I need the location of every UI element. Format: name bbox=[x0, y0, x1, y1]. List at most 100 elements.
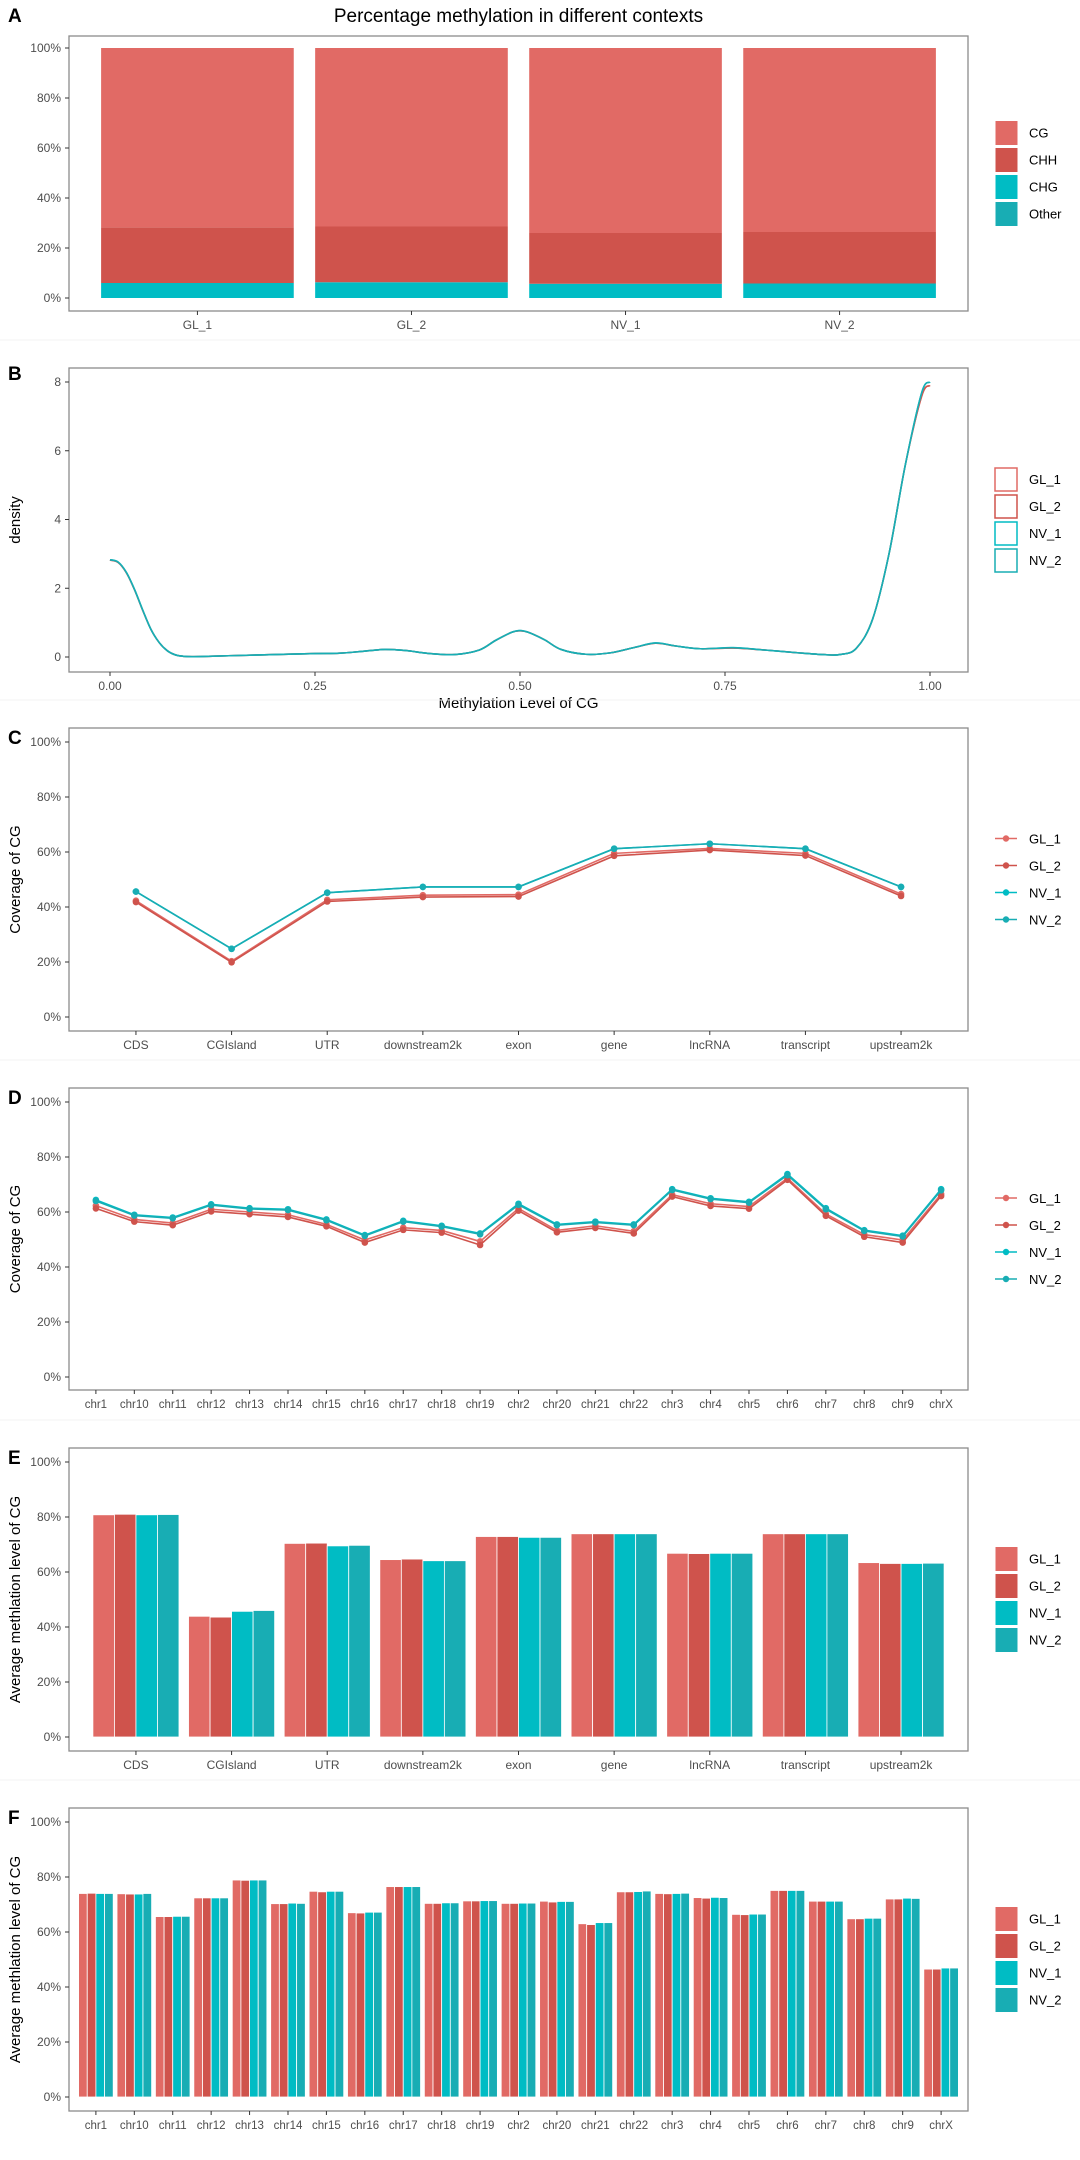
data-point bbox=[860, 1227, 868, 1235]
data-point bbox=[284, 1206, 292, 1214]
panel-label: D bbox=[8, 1088, 22, 1109]
bar-nv-2 bbox=[730, 1552, 754, 1738]
x-tick-label: downstream2k bbox=[384, 1758, 463, 1772]
bar-nv-2 bbox=[757, 1913, 767, 2098]
legend-key-gl-2 bbox=[994, 1933, 1019, 1959]
bar-nv-2 bbox=[180, 1915, 191, 2098]
data-point bbox=[592, 1219, 599, 1226]
data-point bbox=[553, 1221, 561, 1229]
x-tick-label: chr20 bbox=[543, 1399, 572, 1411]
x-tick-label: chr15 bbox=[312, 1399, 341, 1411]
bar-nv-2 bbox=[252, 1610, 276, 1738]
legend-key-point bbox=[1002, 889, 1010, 896]
data-point bbox=[515, 1207, 522, 1214]
y-axis-title: Average methlation level of CG bbox=[7, 1856, 24, 2063]
legend-label: GL_1 bbox=[1029, 1191, 1061, 1206]
y-tick-label: 20% bbox=[37, 2035, 61, 2049]
bar-gl-1 bbox=[761, 1533, 785, 1738]
x-tick-label: chr22 bbox=[619, 2120, 648, 2132]
bar-nv-1 bbox=[863, 1917, 874, 2098]
data-point bbox=[207, 1208, 215, 1215]
bar-gl-2 bbox=[879, 1563, 902, 1738]
x-tick-label: gene bbox=[601, 1758, 628, 1772]
bar-nv-1 bbox=[133, 1893, 144, 2098]
bar-segment-cg bbox=[529, 48, 722, 233]
data-point bbox=[899, 1233, 906, 1240]
legend-key-point bbox=[1002, 1194, 1010, 1202]
data-point bbox=[132, 888, 140, 895]
x-tick-label: chr8 bbox=[853, 1399, 875, 1411]
bar-gl-2 bbox=[509, 1903, 519, 2098]
bar-nv-1 bbox=[95, 1893, 105, 2098]
bar-nv-1 bbox=[210, 1897, 221, 2098]
x-tick-label: lncRNA bbox=[689, 1758, 730, 1772]
bar-gl-1 bbox=[846, 1918, 857, 2098]
bar-nv-2 bbox=[257, 1879, 268, 2098]
y-tick-label: 2 bbox=[54, 581, 61, 595]
data-point bbox=[228, 945, 235, 953]
bar-nv-2 bbox=[834, 1900, 844, 2098]
bar-gl-2 bbox=[400, 1558, 424, 1738]
bar-nv-1 bbox=[135, 1514, 158, 1738]
y-tick-label: 40% bbox=[37, 1620, 61, 1634]
y-tick-label: 4 bbox=[54, 513, 61, 527]
x-tick-label: chr5 bbox=[738, 2120, 760, 2132]
bar-nv-1 bbox=[748, 1913, 759, 2098]
panel-a: A Percentage methylation in different con… bbox=[8, 6, 1062, 332]
bar-gl-1 bbox=[193, 1897, 203, 2098]
x-tick-label: lncRNA bbox=[689, 1038, 730, 1052]
x-axis-title: Methylation Level of CG bbox=[438, 695, 598, 712]
plot-panel-border bbox=[68, 727, 969, 1032]
data-point bbox=[207, 1201, 215, 1209]
data-point bbox=[323, 889, 331, 896]
x-tick-label: chr20 bbox=[543, 2120, 572, 2132]
data-point bbox=[438, 1229, 445, 1236]
bar-gl-2 bbox=[471, 1900, 481, 2098]
legend-label: NV_2 bbox=[1029, 913, 1062, 928]
legend-key-gl-2 bbox=[994, 494, 1018, 519]
bar-gl-1 bbox=[570, 1533, 594, 1738]
y-tick-label: 40% bbox=[37, 1980, 61, 1994]
x-tick-label: chr18 bbox=[427, 1399, 456, 1411]
legend-label: NV_2 bbox=[1029, 1993, 1062, 2008]
legend-key-nv-1 bbox=[994, 1600, 1019, 1626]
bar-nv-1 bbox=[787, 1890, 797, 2098]
legend-label: NV_2 bbox=[1029, 1633, 1062, 1648]
bar-gl-2 bbox=[624, 1891, 635, 2098]
bar-nv-1 bbox=[518, 1902, 528, 2098]
bar-nv-2 bbox=[411, 1886, 421, 2098]
data-point bbox=[707, 1195, 714, 1203]
data-point bbox=[745, 1205, 753, 1212]
bar-nv-2 bbox=[157, 1514, 180, 1738]
bar-segment-chh bbox=[743, 232, 936, 284]
density-line-nv-2 bbox=[109, 381, 931, 658]
bar-gl-1 bbox=[283, 1543, 307, 1738]
bar-nv-1 bbox=[364, 1911, 374, 2098]
data-point bbox=[897, 892, 905, 900]
data-point bbox=[937, 1192, 945, 1200]
legend-key-point bbox=[1002, 916, 1010, 923]
y-tick-label: 100% bbox=[30, 1815, 61, 1829]
data-point bbox=[438, 1223, 445, 1230]
y-tick-label: 0% bbox=[44, 1010, 62, 1024]
bar-gl-1 bbox=[808, 1900, 818, 2098]
data-point bbox=[228, 958, 235, 966]
x-tick-label: chr7 bbox=[815, 2120, 837, 2132]
data-point bbox=[361, 1239, 369, 1246]
data-point bbox=[476, 1241, 484, 1249]
x-tick-label: CGIsland bbox=[207, 1758, 257, 1772]
legend-key-point bbox=[1002, 1248, 1010, 1256]
bar-gl-1 bbox=[666, 1552, 689, 1738]
bar-gl-1 bbox=[500, 1903, 511, 2098]
bar-segment-chg bbox=[743, 283, 936, 298]
bar-gl-1 bbox=[78, 1893, 88, 2098]
legend-label: NV_2 bbox=[1029, 553, 1062, 568]
x-tick-label: 0.75 bbox=[713, 679, 737, 693]
data-point bbox=[361, 1232, 369, 1240]
bar-nv-2 bbox=[565, 1901, 575, 2098]
bar-segment-chh bbox=[101, 227, 294, 283]
data-point bbox=[610, 852, 618, 860]
bar-nv-2 bbox=[910, 1898, 921, 2098]
x-tick-label: chr5 bbox=[738, 1399, 760, 1411]
data-point bbox=[860, 1233, 868, 1241]
